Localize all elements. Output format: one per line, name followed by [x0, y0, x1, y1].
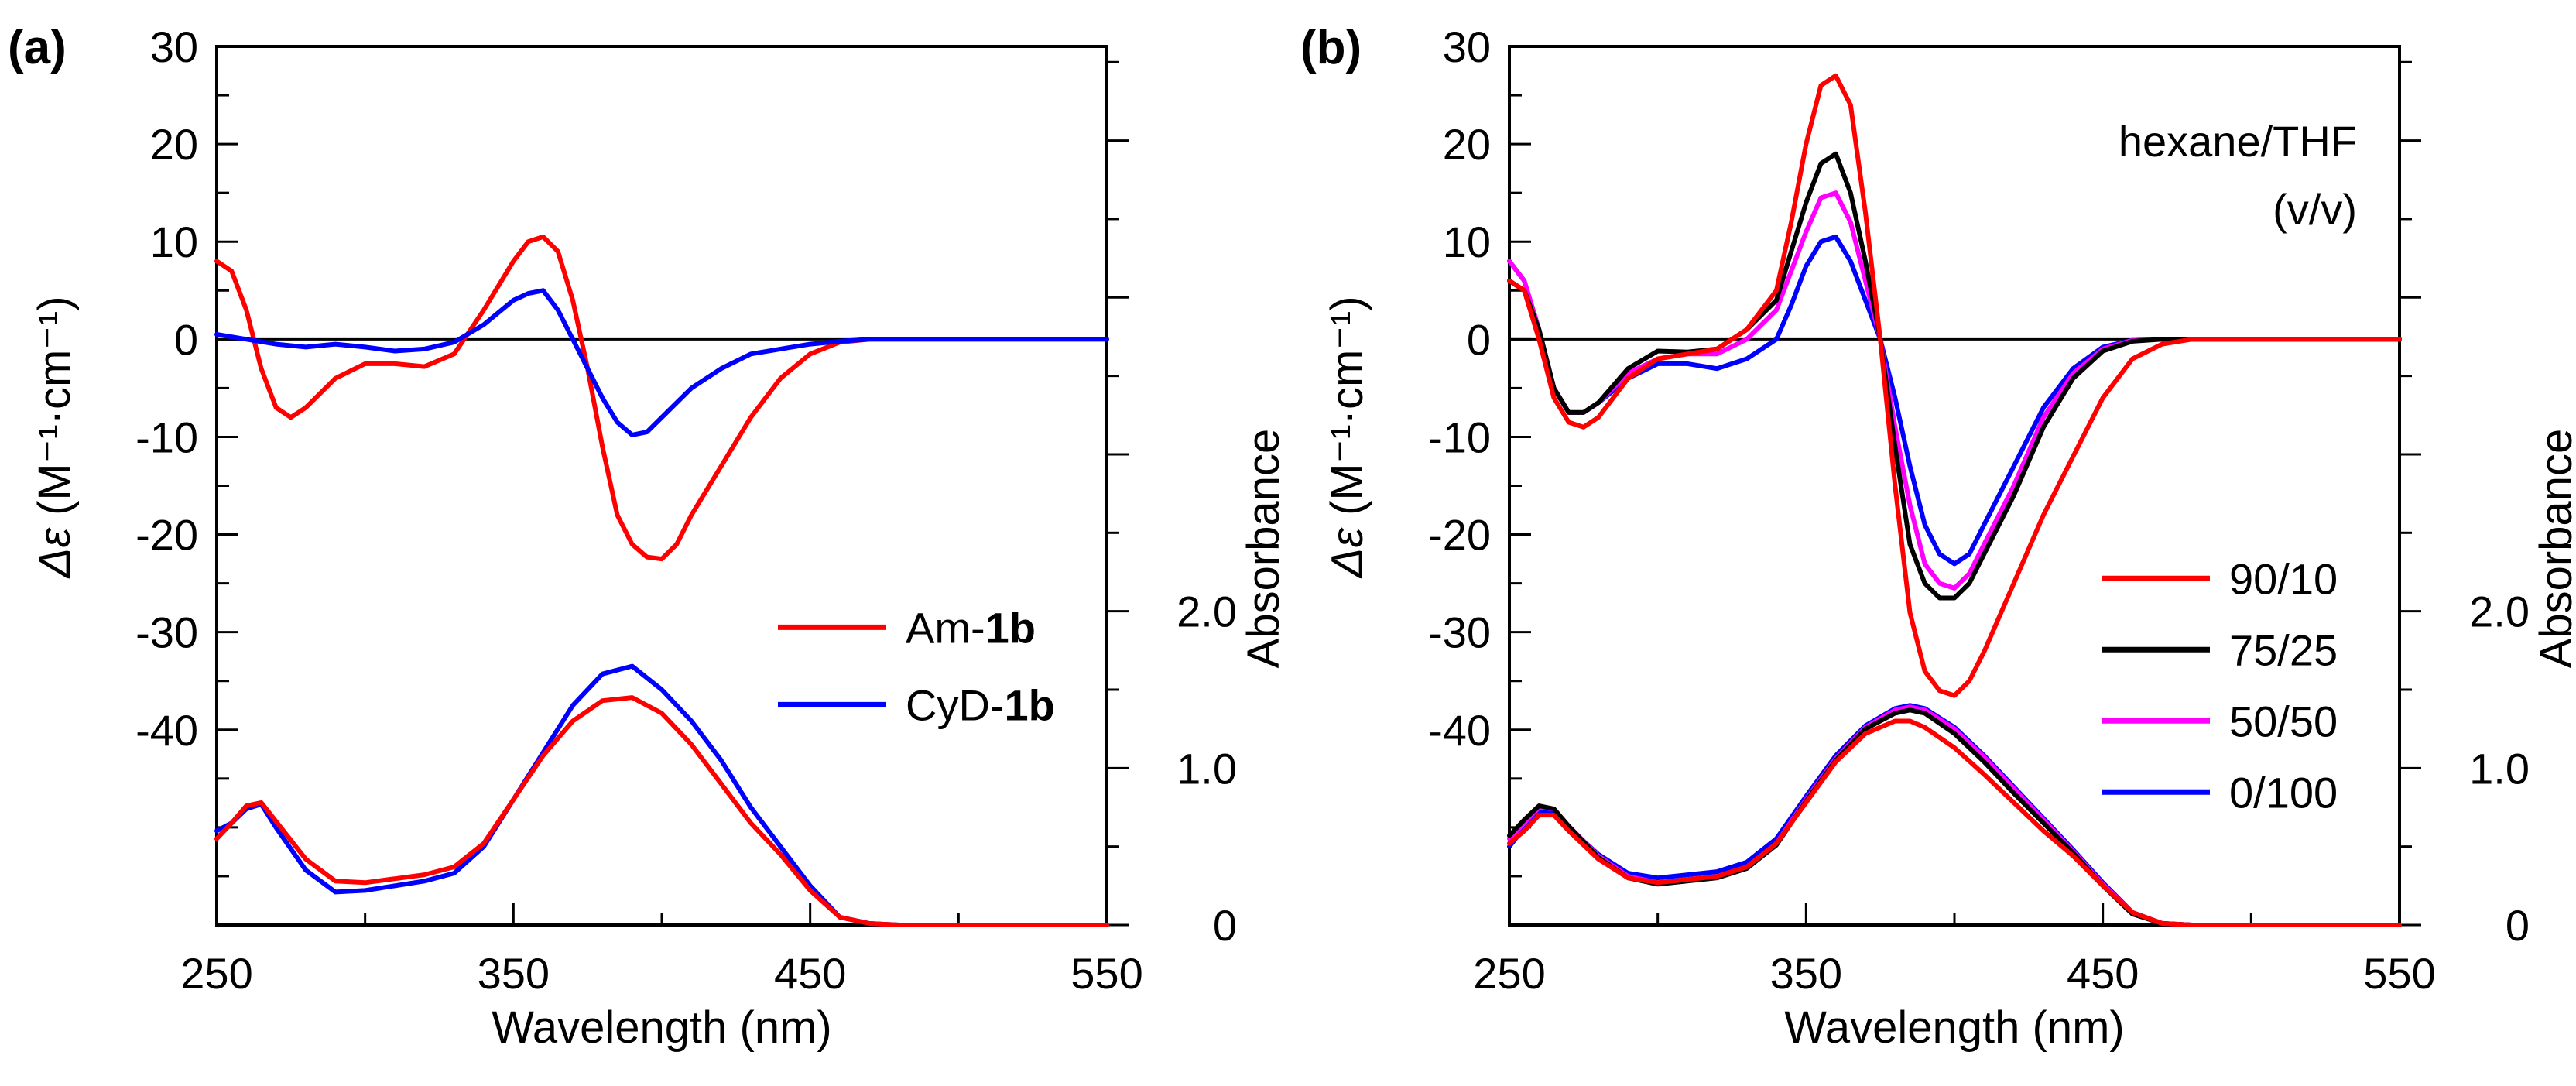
x-tick-label: 250 [180, 949, 252, 998]
y-tick-label: 30 [150, 22, 198, 71]
series-line [1507, 190, 2402, 591]
legend-label-bold: 1b [1005, 680, 1055, 729]
y-tick-label: 10 [150, 218, 198, 266]
legend-label: 75/25 [2229, 625, 2338, 674]
series-line [214, 288, 1109, 437]
series-line [1507, 718, 2402, 927]
x-tick-label: 350 [478, 949, 550, 998]
plot-frame [215, 45, 1108, 927]
series-line [1507, 151, 2402, 601]
y-tick-label: -20 [135, 511, 198, 560]
y-tick-label: -40 [135, 706, 198, 755]
y-tick-label: 30 [1443, 22, 1491, 71]
abs-tick-label: 1.0 [1177, 744, 1237, 793]
x-tick-label: 250 [1473, 949, 1545, 998]
y-axis-units: (M⁻¹·cm⁻¹) [1322, 296, 1372, 528]
panel-label: (a) [8, 21, 67, 74]
x-axis-title: Wavelength (nm) [1784, 1002, 2124, 1053]
legend-label-text: 90/10 [2229, 554, 2338, 603]
x-tick-label: 550 [1070, 949, 1142, 998]
x-tick-label: 550 [2363, 949, 2435, 998]
y-tick-label: -10 [1428, 413, 1491, 461]
x-tick-label: 450 [2067, 949, 2139, 998]
y-tick-label: 10 [1443, 218, 1491, 266]
abs-tick-label: 1.0 [2469, 744, 2530, 793]
x-tick-label: 350 [1770, 949, 1842, 998]
y-tick-label: -30 [1428, 608, 1491, 657]
y-tick-label: -30 [135, 608, 198, 657]
legend-label-text: 0/100 [2229, 768, 2338, 817]
abs-tick-label: 0 [1213, 901, 1237, 950]
y-axis-symbol: Δε [1322, 527, 1372, 580]
series-line [214, 234, 1109, 562]
y-axis-title: Δε (M⁻¹·cm⁻¹) [1322, 296, 1372, 579]
legend-label: 50/50 [2229, 697, 2338, 745]
legend-label: CyD-1b [906, 680, 1055, 729]
legend-label-text: CyD- [906, 680, 1005, 729]
abs-axis-title: Absorbance [1238, 429, 1289, 669]
annotation-text: hexane/THF [2119, 117, 2357, 166]
y-tick-label: 0 [1467, 315, 1491, 364]
y-axis-symbol: Δε [29, 527, 80, 580]
legend-label-bold: 1b [985, 603, 1036, 652]
y-axis-title: Δε (M⁻¹·cm⁻¹) [29, 296, 80, 579]
legend-label: 90/10 [2229, 554, 2338, 603]
panel-a: 30 20 10 0 -10 -20 -30 -40 0 1.0 2.0 250 350 450 550 Wa… [8, 21, 1289, 1053]
y-tick-label: 0 [174, 315, 198, 364]
abs-axis-title: Absorbance [2531, 429, 2576, 669]
abs-tick-label: 2.0 [1177, 588, 1237, 636]
y-tick-label: 20 [150, 120, 198, 169]
legend-label-text: 50/50 [2229, 697, 2338, 745]
y-tick-label: -20 [1428, 511, 1491, 560]
legend-label: 0/100 [2229, 768, 2338, 817]
legend-label: Am-1b [906, 603, 1036, 652]
panel-label: (b) [1300, 21, 1362, 74]
series-line [214, 695, 1109, 927]
abs-tick-label: 0 [2506, 901, 2530, 950]
annotation-text: (v/v) [2273, 185, 2357, 234]
panel-b: 30 20 10 0 -10 -20 -30 -40 0 1.0 2.0 250 350 450 550 Wa… [1300, 21, 2576, 1053]
legend-label-text: 75/25 [2229, 625, 2338, 674]
y-tick-label: 20 [1443, 120, 1491, 169]
legend-label-text: Am- [906, 603, 985, 652]
series-line [1507, 234, 2402, 567]
abs-tick-label: 2.0 [2469, 588, 2530, 636]
series-line [1507, 73, 2402, 698]
x-tick-label: 450 [774, 949, 846, 998]
y-tick-label: -40 [1428, 706, 1491, 755]
y-axis-units: (M⁻¹·cm⁻¹) [29, 296, 80, 528]
y-tick-label: -10 [135, 413, 198, 461]
x-axis-title: Wavelength (nm) [492, 1002, 831, 1053]
